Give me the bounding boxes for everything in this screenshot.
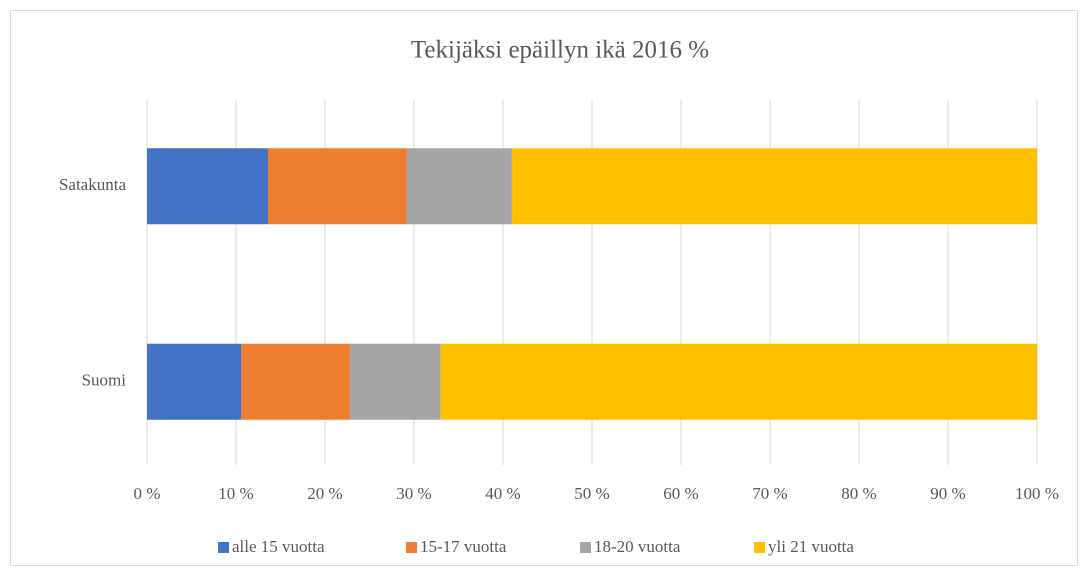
chart-border — [10, 10, 1078, 566]
x-tick-label: 80 % — [841, 484, 876, 503]
legend-label: 15-17 vuotta — [420, 537, 507, 556]
legend-swatch — [218, 542, 229, 553]
legend-label: 18-20 vuotta — [594, 537, 681, 556]
x-tick-label: 40 % — [485, 484, 520, 503]
legend-label: yli 21 vuotta — [768, 537, 854, 556]
x-tick-label: 100 % — [1015, 484, 1059, 503]
legend-label: alle 15 vuotta — [232, 537, 325, 556]
x-tick-label: 0 % — [134, 484, 161, 503]
bar-segment — [440, 343, 1037, 420]
bar-segment — [406, 148, 512, 225]
bar-segment — [241, 343, 350, 420]
x-tick-label: 70 % — [752, 484, 787, 503]
x-tick-label: 90 % — [930, 484, 965, 503]
bar-segment — [268, 148, 407, 225]
y-tick-label: Suomi — [82, 371, 127, 390]
bar-segment — [147, 148, 269, 225]
chart-title: Tekijäksi epäillyn ikä 2016 % — [411, 37, 709, 64]
bar-segment — [147, 343, 242, 420]
x-tick-label: 20 % — [307, 484, 342, 503]
x-tick-label: 60 % — [663, 484, 698, 503]
legend-swatch — [406, 542, 417, 553]
legend-swatch — [754, 542, 765, 553]
legend-swatch — [580, 542, 591, 553]
y-tick-label: Satakunta — [59, 175, 126, 194]
bar-segment — [349, 343, 441, 420]
x-tick-label: 30 % — [396, 484, 431, 503]
x-tick-label: 50 % — [574, 484, 609, 503]
x-tick-label: 10 % — [218, 484, 253, 503]
bar-segment — [511, 148, 1037, 225]
